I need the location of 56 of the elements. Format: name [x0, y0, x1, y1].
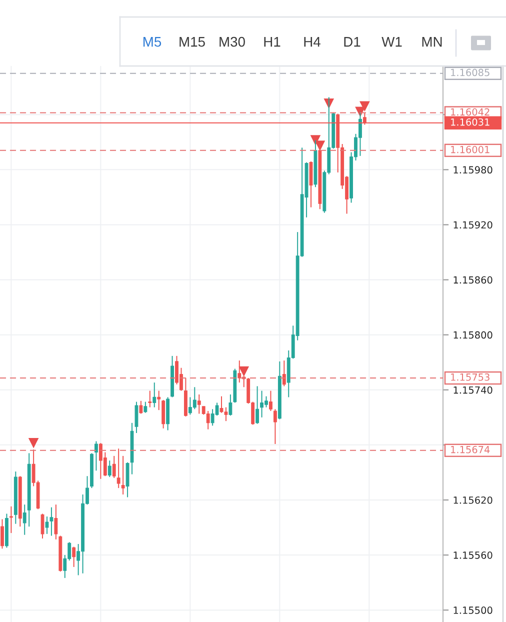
candlestick [162, 399, 166, 429]
candlestick [108, 460, 112, 478]
ref-line-label: 1.16001 [451, 146, 490, 154]
y-tick-label: 1.15800 [454, 331, 492, 339]
text: H4 [304, 37, 320, 47]
candlestick [121, 455, 125, 495]
y-tick-label: 1.15620 [454, 496, 492, 504]
candlestick [22, 504, 26, 536]
candlestick [206, 410, 210, 430]
candlestick [126, 462, 130, 498]
candlestick [220, 396, 224, 414]
ref-line-label: 1.16085 [451, 68, 490, 76]
candlestick [116, 448, 120, 489]
candlestick [72, 546, 76, 568]
candlestick [139, 400, 143, 414]
candlestick [256, 386, 260, 424]
y-tick-label: 1.15740 [454, 386, 492, 394]
y-tick-label: 1.15920 [454, 221, 492, 229]
candlestick [309, 160, 313, 208]
text: MN [422, 37, 442, 47]
candlestick [134, 401, 138, 434]
candlestick [273, 408, 277, 445]
candlestick [197, 394, 201, 414]
text: M5 [143, 37, 162, 47]
candlestick [152, 382, 156, 408]
candlestick [9, 506, 13, 534]
candlestick [94, 440, 98, 472]
ref-line-label: 1.15674 [451, 446, 490, 454]
y-tick-label: 1.15560 [454, 552, 492, 559]
candlestick [148, 390, 152, 408]
point [238, 366, 250, 377]
candlestick [40, 513, 44, 540]
candlestick [45, 516, 49, 534]
ref-line-label: 1.15753 [451, 373, 490, 381]
candlestick [54, 504, 58, 540]
candlestick [50, 506, 54, 536]
candlestick [157, 390, 161, 411]
point [360, 101, 370, 112]
y-tick-label: 1.15980 [454, 166, 492, 174]
text: W1 [382, 37, 402, 47]
point [28, 438, 39, 448]
candlestick [144, 401, 148, 414]
ref-line-label: 1.16042 [451, 108, 490, 116]
candlestick [0, 518, 4, 550]
ref-line-label: 1.16031 [451, 118, 490, 126]
candlestick [192, 386, 196, 410]
y-tick-label: 1.15500 [454, 606, 492, 614]
candlestick [112, 455, 116, 478]
candlestick [269, 390, 272, 412]
candlestick [228, 394, 232, 416]
text: H1 [264, 37, 280, 47]
candlestick [282, 360, 286, 387]
text: M15 [180, 37, 205, 47]
y-tick-label: 1.15860 [454, 276, 492, 284]
text: M30 [220, 36, 245, 47]
text: D1 [344, 37, 360, 47]
